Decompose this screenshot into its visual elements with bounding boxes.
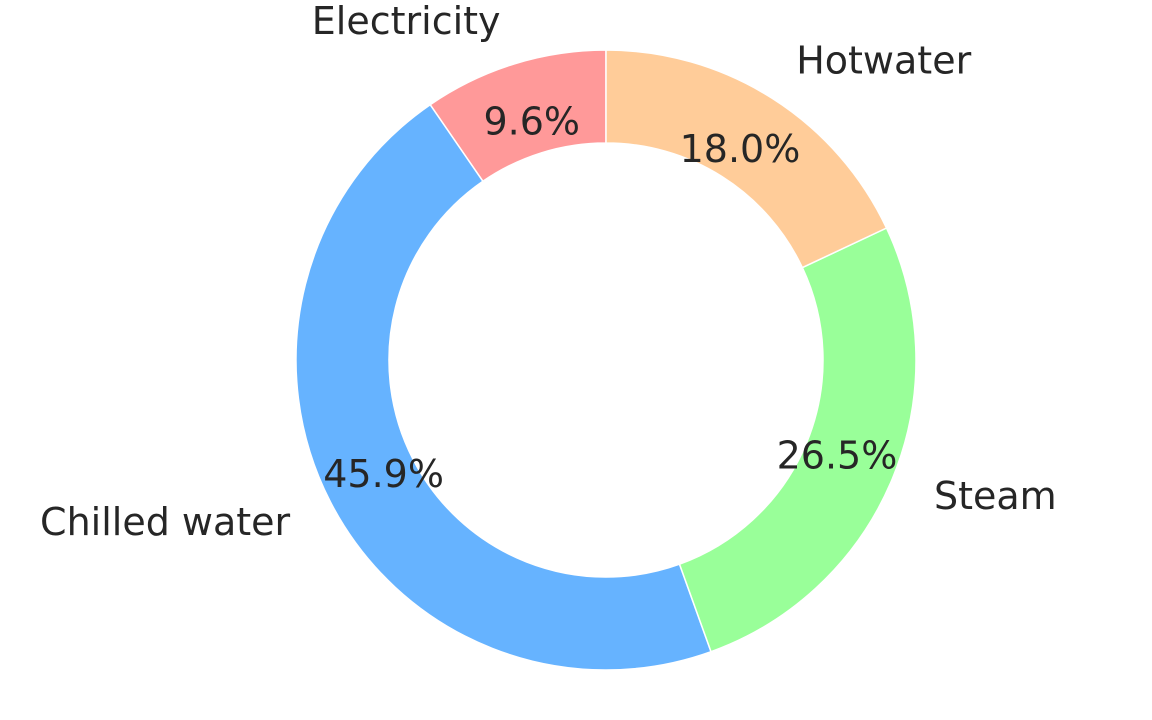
category-label-electricity: Electricity	[312, 0, 501, 43]
slice-steam	[678, 227, 917, 653]
percent-label-steam: 26.5%	[777, 434, 898, 478]
category-label-chilled-water: Chilled water	[40, 500, 291, 544]
percent-label-chilled-water: 45.9%	[323, 452, 444, 496]
donut-slices	[295, 49, 917, 671]
slice-hotwater	[605, 49, 888, 269]
category-label-steam: Steam	[934, 474, 1057, 518]
percent-label-electricity: 9.6%	[483, 99, 580, 143]
category-label-hotwater: Hotwater	[796, 38, 971, 82]
slice-chilled-water	[295, 103, 712, 671]
donut-labels: 9.6% Electricity 45.9% Chilled water 26.5% St…	[40, 0, 1057, 544]
percent-label-hotwater: 18.0%	[680, 127, 801, 171]
